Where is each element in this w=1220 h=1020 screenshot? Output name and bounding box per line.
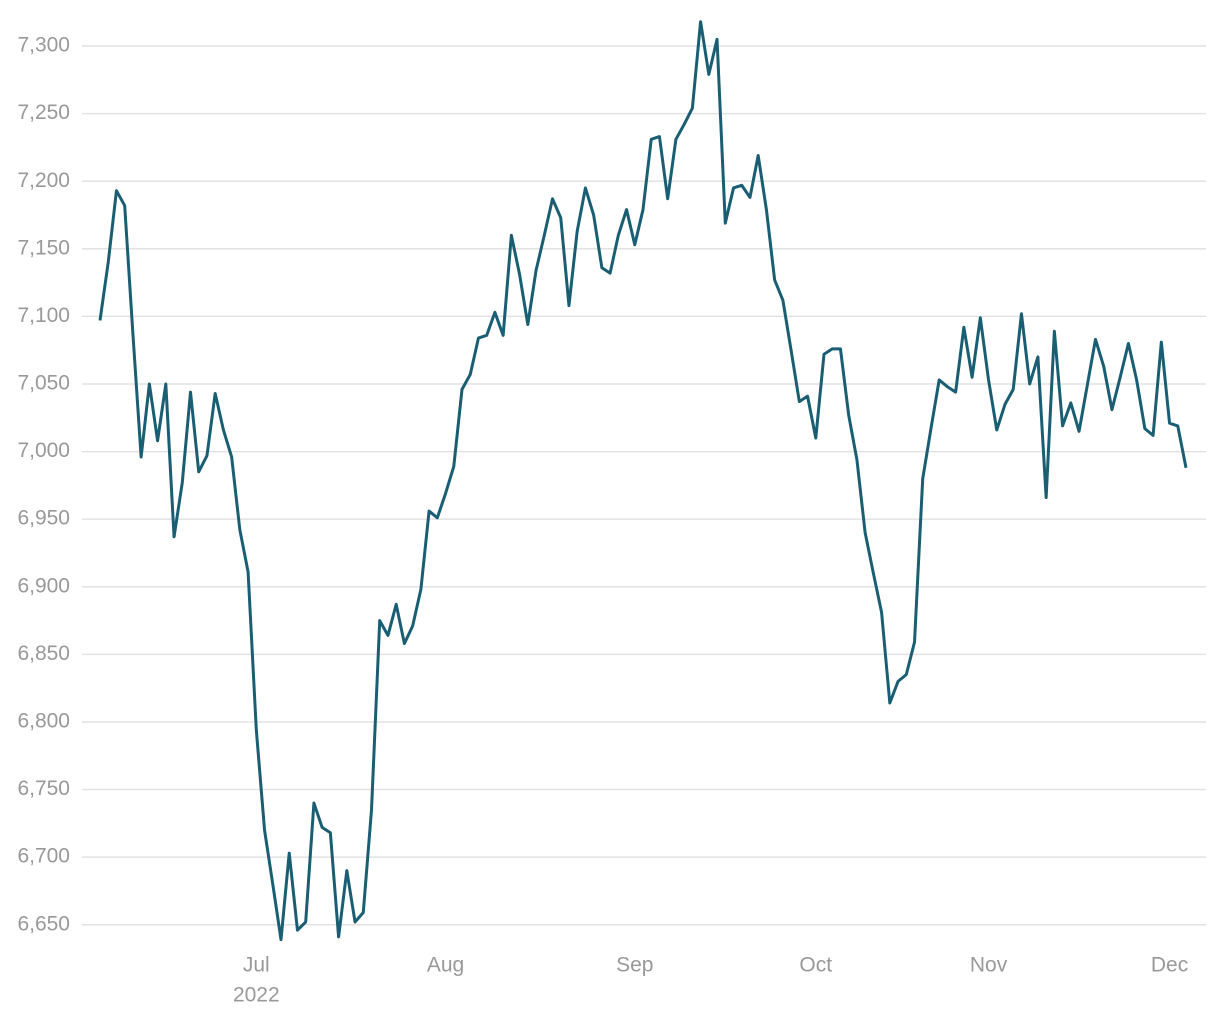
y-tick-label: 7,000 [17, 439, 70, 462]
x-tick-label: Aug [427, 954, 464, 977]
data-line [98, 20, 1188, 942]
y-tick-label: 6,800 [17, 709, 70, 732]
y-tick-label: 7,100 [17, 304, 70, 327]
x-tick-label: Nov [970, 954, 1008, 977]
y-tick-label: 7,250 [17, 101, 70, 124]
y-tick-label: 7,200 [17, 169, 70, 192]
x-year-label: 2022 [233, 984, 280, 1007]
y-tick-label: 7,150 [17, 236, 70, 259]
x-tick-label: Oct [799, 954, 832, 977]
x-tick-label: Dec [1151, 954, 1188, 977]
y-tick-label: 7,300 [17, 34, 70, 57]
y-tick-label: 7,050 [17, 372, 70, 395]
y-tick-label: 6,950 [17, 507, 70, 530]
y-tick-label: 6,700 [17, 845, 70, 868]
y-tick-label: 6,850 [17, 642, 70, 665]
y-tick-label: 6,750 [17, 777, 70, 800]
x-tick-label: Jul [243, 954, 270, 977]
x-tick-label: Sep [616, 954, 653, 977]
y-tick-label: 6,650 [17, 912, 70, 935]
y-tick-label: 6,900 [17, 574, 70, 597]
